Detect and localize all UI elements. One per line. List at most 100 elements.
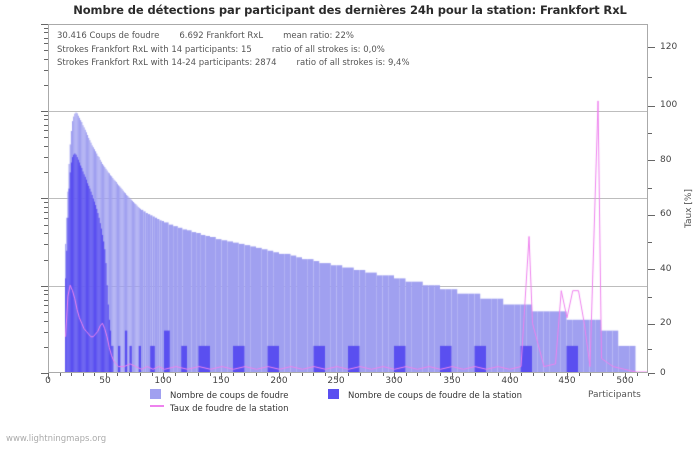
tick-left-minor <box>44 28 48 29</box>
tick-left-minor <box>44 37 48 39</box>
tick-left-minor <box>44 124 48 126</box>
xtick-300: 300 <box>385 376 403 386</box>
tick-left-minor <box>44 259 48 261</box>
ytick-right-4: 80 <box>660 155 672 165</box>
xtick-100: 100 <box>154 376 172 386</box>
tick-x-minor <box>486 373 488 376</box>
ytick-right-3: 60 <box>660 209 672 219</box>
ytick-right-2: 40 <box>660 264 672 274</box>
tick-x-minor <box>186 373 188 376</box>
tick-left-major-1 <box>41 286 48 287</box>
tick-x-minor <box>290 373 292 376</box>
tick-right-major-0 <box>648 373 655 374</box>
tick-x-major <box>509 373 511 379</box>
annotation-row-1: Strokes Frankfort RxL with 14 participan… <box>57 44 410 58</box>
annotation-2-b: ratio of all strokes is: 9,4% <box>296 58 410 68</box>
tick-left-minor <box>44 115 48 116</box>
legend-item-rate[interactable]: Taux de foudre de la station <box>150 404 289 414</box>
tick-right-minor <box>648 296 652 298</box>
legend-label-rate: Taux de foudre de la station <box>170 404 289 414</box>
legend-swatch-total <box>150 389 161 399</box>
tick-x-minor <box>601 373 603 376</box>
tick-x-major <box>394 373 396 379</box>
tick-x-minor <box>313 373 315 376</box>
tick-x-minor <box>174 373 176 376</box>
tick-x-major <box>221 373 223 379</box>
tick-right-major-2 <box>648 269 655 270</box>
tick-left-minor <box>44 312 48 314</box>
ytick-right-1: 20 <box>660 318 672 328</box>
xtick-350: 350 <box>443 376 461 386</box>
tick-x-major <box>105 373 107 379</box>
tick-right-major-4 <box>648 160 655 161</box>
tick-x-minor <box>128 373 130 376</box>
annotation-0-a: 30.416 Coups de foudre <box>57 31 160 41</box>
tick-x-minor <box>151 373 153 376</box>
tick-x-minor <box>348 373 349 376</box>
tick-x-minor <box>613 373 615 376</box>
tick-left-minor <box>44 211 48 213</box>
xtick-150: 150 <box>212 376 230 386</box>
tick-left-minor <box>44 224 48 226</box>
tick-right-major-6 <box>648 47 655 48</box>
tick-x-minor <box>232 373 234 376</box>
tick-x-minor <box>648 373 649 376</box>
xtick-0: 0 <box>45 376 51 386</box>
legend-label-total: Nombre de coups de foudre <box>170 391 289 401</box>
watermark: www.lightningmaps.org <box>6 434 107 444</box>
tick-x-minor <box>521 373 523 376</box>
tick-left-minor <box>44 331 48 333</box>
tick-left-minor <box>44 320 48 322</box>
tick-left-minor <box>44 58 48 60</box>
legend-item-total[interactable]: Nombre de coups de foudre <box>150 389 288 401</box>
xtick-200: 200 <box>270 376 288 386</box>
annotation-0-b: 6.692 Frankfort RxL <box>179 31 264 41</box>
xtick-250: 250 <box>327 376 345 386</box>
tick-x-major <box>278 373 280 379</box>
tick-left-major-0 <box>41 373 48 374</box>
tick-x-major <box>48 373 49 379</box>
tick-x-minor <box>382 373 384 376</box>
histogram-canvas <box>49 25 647 372</box>
tick-left-minor <box>44 290 48 291</box>
tick-left-minor <box>44 130 48 132</box>
tick-x-minor <box>371 373 373 376</box>
tick-x-minor <box>59 373 61 376</box>
annotation-1-b: ratio of all strokes is: 0,0% <box>271 44 385 55</box>
legend-item-station[interactable]: Nombre de coups de foudre de la station <box>328 389 522 401</box>
tick-x-minor <box>498 373 499 376</box>
annotation-row-0: 30.416 Coups de foudre 6.692 Frankfort Rx… <box>57 30 410 44</box>
tick-x-minor <box>578 373 580 376</box>
xtick-500: 500 <box>616 376 634 386</box>
tick-x-minor <box>417 373 419 376</box>
tick-left-minor <box>44 119 48 121</box>
tick-left-minor <box>44 171 48 173</box>
tick-left-minor <box>44 84 48 86</box>
legend-line-rate <box>150 405 164 407</box>
tick-x-minor <box>198 373 199 376</box>
x-axis-label: Participants <box>588 390 641 400</box>
tick-left-major-4 <box>41 24 48 25</box>
tick-x-minor <box>71 373 73 376</box>
tick-x-minor <box>94 373 96 376</box>
tick-x-minor <box>474 373 476 376</box>
annotation-row-2: Strokes Frankfort RxL with 14-24 partici… <box>57 57 410 71</box>
tick-x-minor <box>636 373 638 376</box>
xtick-450: 450 <box>558 376 576 386</box>
tick-left-major-3 <box>41 111 48 112</box>
tick-x-major <box>336 373 338 379</box>
tick-x-minor <box>324 373 326 376</box>
tick-right-major-1 <box>648 324 655 325</box>
tick-x-major <box>163 373 165 379</box>
tick-left-minor <box>44 137 48 139</box>
tick-x-minor <box>255 373 257 376</box>
tick-x-minor <box>440 373 442 376</box>
ytick-right-5: 100 <box>660 100 678 110</box>
annotation-1-a: Strokes Frankfort RxL with 14 participan… <box>57 44 252 55</box>
tick-right-minor <box>648 242 652 243</box>
tick-left-minor <box>44 32 48 34</box>
tick-x-minor <box>267 373 269 376</box>
tick-x-minor <box>405 373 407 376</box>
legend-swatch-station <box>328 389 339 399</box>
tick-x-minor <box>590 373 592 376</box>
